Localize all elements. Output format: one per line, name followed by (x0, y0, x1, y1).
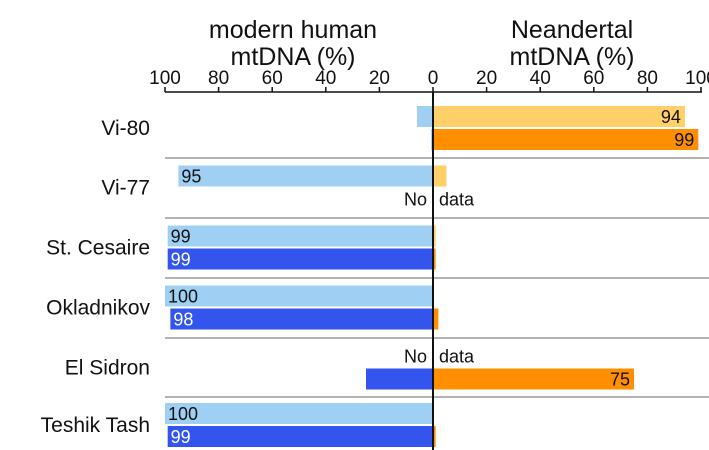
value-label-bottom-4: 75 (610, 370, 630, 390)
neandertal-bar-top-0 (433, 106, 685, 127)
right-tick-label-20: 20 (476, 68, 497, 89)
left-header-line2: mtDNA (%) (231, 43, 356, 71)
value-label-top-0: 94 (661, 107, 681, 127)
no-data-label-right-4: data (439, 347, 475, 367)
no-data-label-right-1: data (439, 190, 475, 210)
neandertal-bar-bottom-5 (433, 426, 436, 447)
modern-bar-top-3 (165, 285, 433, 307)
category-label-1: Vi-77 (101, 177, 150, 200)
modern-bar-bottom-2 (167, 248, 433, 270)
no-data-label-left-4: No (404, 347, 427, 367)
value-label-top-3: 100 (168, 287, 198, 307)
axes (164, 87, 702, 450)
left-header-line1: modern human (209, 16, 377, 44)
right-tick-label-100: 100 (685, 68, 709, 89)
right-header-line1: Neandertal (511, 16, 633, 44)
modern-bar-bottom-3 (170, 308, 434, 330)
category-label-4: El Sidron (65, 357, 150, 380)
value-label-bottom-0: 99 (674, 130, 694, 150)
neandertal-bar-bottom-0 (433, 129, 699, 150)
left-tick-label-60: 60 (262, 68, 283, 89)
labels: modern human mtDNA (%) Neandertal mtDNA … (41, 16, 709, 447)
bars (165, 106, 699, 447)
modern-bar-top-0 (416, 106, 433, 127)
modern-bar-top-1 (178, 165, 433, 187)
modern-bar-top-2 (167, 225, 433, 247)
right-header-line2: mtDNA (%) (510, 43, 635, 71)
category-label-2: St. Cesaire (46, 237, 150, 260)
neandertal-bar-top-2 (433, 225, 436, 247)
neandertal-bar-top-1 (433, 165, 447, 187)
value-label-bottom-5: 99 (171, 427, 191, 447)
left-tick-label-0: 0 (428, 68, 439, 89)
modern-bar-top-5 (165, 403, 433, 424)
right-tick-label-60: 60 (583, 68, 604, 89)
row-dividers (165, 157, 709, 398)
value-label-top-1: 95 (181, 167, 201, 187)
category-label-3: Okladnikov (46, 297, 150, 320)
no-data-label-left-1: No (404, 190, 427, 210)
modern-bar-bottom-5 (167, 426, 433, 447)
value-label-bottom-2: 99 (171, 250, 191, 270)
left-tick-label-80: 80 (208, 68, 229, 89)
right-tick-label-80: 80 (637, 68, 658, 89)
category-label-0: Vi-80 (101, 117, 150, 140)
category-label-5: Teshik Tash (41, 414, 150, 437)
value-label-top-5: 100 (168, 404, 198, 424)
neandertal-bar-bottom-2 (433, 248, 436, 270)
neandertal-bar-bottom-4 (433, 368, 634, 390)
left-tick-label-100: 100 (149, 68, 181, 89)
left-tick-label-20: 20 (369, 68, 390, 89)
value-label-top-2: 99 (171, 227, 191, 247)
modern-bar-bottom-4 (366, 368, 433, 390)
value-label-bottom-3: 98 (173, 310, 193, 330)
right-tick-label-40: 40 (530, 68, 551, 89)
neandertal-bar-bottom-3 (433, 308, 439, 330)
left-tick-label-40: 40 (315, 68, 336, 89)
